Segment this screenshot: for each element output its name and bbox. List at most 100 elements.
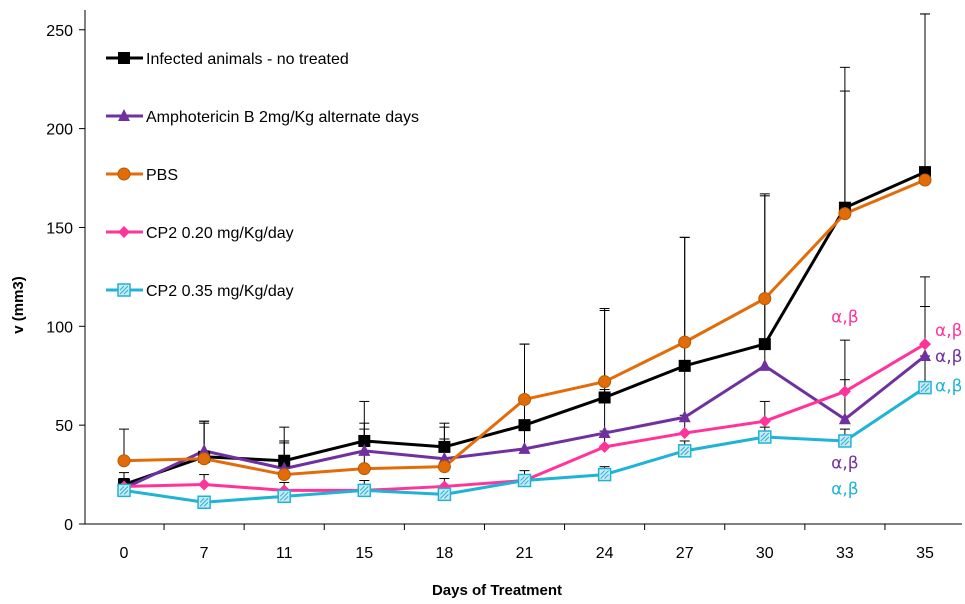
data-point-4-9-hatch xyxy=(840,436,846,442)
data-point-4-9-hatch xyxy=(844,440,850,446)
data-point-4-1-hatch xyxy=(203,501,209,507)
legend-label-3: CP2 0.20 mg/Kg/day xyxy=(146,225,294,242)
y-tick-label: 100 xyxy=(46,319,73,336)
data-point-2-10 xyxy=(918,173,932,187)
data-point-0-6 xyxy=(598,391,611,404)
data-point-2-3 xyxy=(357,462,371,476)
data-point-3-8 xyxy=(758,415,771,428)
data-point-4-6-hatch xyxy=(604,474,609,479)
data-point-4-3 xyxy=(357,483,372,498)
data-point-1-7 xyxy=(678,410,691,423)
data-point-4-8-hatch xyxy=(760,432,766,438)
data-point-4-4-hatch xyxy=(440,489,445,495)
data-point-0-2 xyxy=(278,454,291,467)
data-point-2-8 xyxy=(758,292,772,306)
annotation-4: α,β xyxy=(831,454,858,474)
series-markers xyxy=(117,166,932,510)
data-point-0-4 xyxy=(438,440,451,453)
x-tick-label: 30 xyxy=(756,545,774,562)
data-point-4-4-hatch xyxy=(440,489,449,499)
data-point-1-6 xyxy=(598,426,611,439)
data-point-4-5-hatch xyxy=(520,476,525,481)
data-point-4-1 xyxy=(197,495,211,510)
x-tick-label: 24 xyxy=(596,545,614,562)
y-tick-label: 0 xyxy=(64,517,73,534)
data-point-4-1-hatch xyxy=(199,497,205,503)
legend-label-1: Amphotericin B 2mg/Kg alternate days xyxy=(146,109,419,126)
data-point-1-5 xyxy=(518,441,531,454)
data-point-4-8 xyxy=(758,430,772,444)
x-tick-label: 27 xyxy=(676,545,694,562)
data-point-4-7-hatch xyxy=(680,446,690,456)
data-point-2-1 xyxy=(197,452,211,466)
annotation-2: α,β xyxy=(935,347,962,367)
data-point-4-2-hatch xyxy=(283,495,289,501)
data-point-3-10 xyxy=(919,338,931,351)
data-point-0-8 xyxy=(758,338,771,351)
data-point-3-9 xyxy=(838,385,851,398)
annotation-1: α,β xyxy=(935,321,962,341)
data-point-1-9 xyxy=(838,412,851,425)
annotation-0: α,β xyxy=(831,307,858,327)
data-point-3-7 xyxy=(678,427,691,440)
y-tick-label: 200 xyxy=(46,122,73,139)
legend-marker-4 xyxy=(117,283,131,297)
annotation-5: α,β xyxy=(831,479,858,499)
legend-marker-2 xyxy=(117,167,131,181)
significance-annotations: α,β α,β α,β α,β α,β α,β xyxy=(831,307,962,499)
data-point-4-3-hatch xyxy=(359,486,365,491)
y-tick-label: 150 xyxy=(46,220,73,237)
y-axis-label: v (mm3) xyxy=(10,276,27,334)
x-tick-label: 18 xyxy=(436,545,454,562)
data-point-4-10-hatch xyxy=(920,383,926,388)
data-point-1-10 xyxy=(919,348,931,361)
data-point-3-6 xyxy=(598,440,611,453)
legend: Infected animals - no treated Amphoterici… xyxy=(106,51,419,300)
y-tick-label: 250 xyxy=(46,23,73,40)
data-point-4-6-hatch xyxy=(600,470,605,475)
data-point-0-5 xyxy=(518,419,531,432)
data-point-4-3-hatch xyxy=(363,490,369,495)
data-point-2-0 xyxy=(117,454,131,468)
data-point-4-1-hatch xyxy=(199,497,209,507)
x-tick-label: 15 xyxy=(355,545,373,562)
x-tick-label: 7 xyxy=(200,545,209,562)
data-point-2-5 xyxy=(518,392,531,406)
data-point-4-0-hatch xyxy=(119,486,129,495)
x-tick-label: 33 xyxy=(836,545,854,562)
data-point-4-0-hatch xyxy=(119,486,125,491)
data-point-4-4 xyxy=(437,487,452,502)
data-point-4-0 xyxy=(117,483,131,498)
data-point-0-7 xyxy=(678,359,691,372)
data-point-1-8 xyxy=(758,358,771,371)
x-tick-label: 21 xyxy=(516,545,534,562)
legend-marker-3 xyxy=(118,226,130,238)
legend-label-0: Infected animals - no treated xyxy=(146,51,349,68)
legend-label-4: CP2 0.35 mg/Kg/day xyxy=(146,283,294,300)
data-point-4-7-hatch xyxy=(680,446,686,452)
data-point-4-8-hatch xyxy=(764,436,770,442)
axes xyxy=(79,10,962,530)
data-point-4-10 xyxy=(918,380,932,395)
data-point-1-4 xyxy=(438,451,451,464)
data-point-1-1 xyxy=(198,443,211,456)
x-tick-label: 11 xyxy=(276,545,293,562)
legend-marker-0 xyxy=(118,52,130,64)
data-point-4-5 xyxy=(517,473,532,488)
data-point-2-7 xyxy=(678,335,692,349)
annotation-3: α,β xyxy=(935,377,962,397)
data-point-4-2-hatch xyxy=(279,491,285,497)
data-point-4-7 xyxy=(677,444,692,458)
data-point-4-10-hatch xyxy=(920,383,930,392)
data-point-4-10-hatch xyxy=(924,387,930,392)
data-point-4-8-hatch xyxy=(760,432,770,442)
data-point-4-9-hatch xyxy=(840,436,850,446)
data-point-4-2 xyxy=(277,489,291,504)
data-point-2-9 xyxy=(838,207,852,221)
data-point-2-6 xyxy=(598,375,612,389)
tick-labels: 0 50 100 150 200 250 0 7 11 15 18 21 24 27 30 33 35 xyxy=(46,23,934,562)
legend-marker-1 xyxy=(118,109,130,121)
data-point-2-4 xyxy=(437,460,451,474)
data-point-4-7-hatch xyxy=(684,450,690,456)
